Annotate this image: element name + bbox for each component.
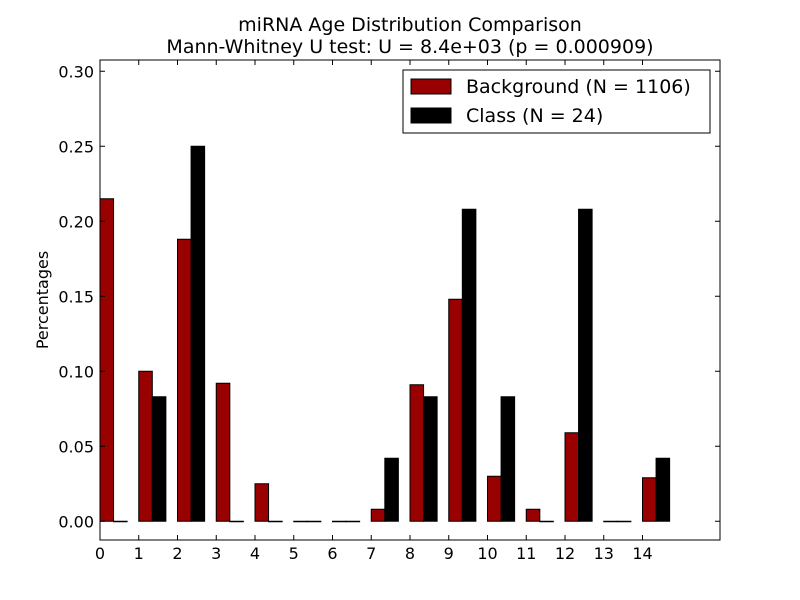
legend-label: Background (N = 1106): [466, 76, 691, 98]
bar-background-10: [487, 475, 502, 522]
bar-background-11: [525, 508, 541, 522]
bar-class-10: [500, 396, 516, 522]
x-tick-label: 6: [327, 544, 337, 563]
bar-class-12: [578, 208, 593, 522]
y-tick-label: 0.20: [58, 212, 94, 231]
bar-background-8: [409, 384, 425, 522]
bar-background-7: [370, 508, 386, 522]
plot-frame: [99, 59, 721, 541]
y-tick-label: 0.05: [58, 437, 94, 456]
bar-class-6: [345, 520, 361, 523]
bar-class-9: [461, 208, 477, 522]
y-tick-label: 0.25: [58, 137, 94, 156]
bar-background-9: [448, 298, 463, 522]
bar-background-5: [293, 520, 308, 523]
bar-class-4: [268, 520, 283, 523]
bar-background-3: [215, 382, 231, 522]
y-tick-label: 0.15: [58, 287, 94, 306]
chart-title: miRNA Age Distribution Comparison: [238, 14, 582, 36]
bar-class-5: [306, 520, 322, 523]
bar-background-2: [177, 238, 192, 522]
bar-background-14: [642, 477, 657, 522]
bar-background-4: [254, 483, 270, 522]
x-tick-label: 0: [95, 544, 105, 563]
x-tick-label: 10: [477, 544, 497, 563]
x-tick-label: 14: [632, 544, 652, 563]
legend-label: Class (N = 24): [466, 105, 603, 127]
y-axis-label: Percentages: [33, 251, 52, 349]
x-tick-label: 7: [366, 544, 376, 563]
x-tick-label: 2: [172, 544, 182, 563]
x-tick-label: 12: [555, 544, 575, 563]
bar-class-7: [384, 457, 399, 522]
bar-class-14: [655, 457, 671, 522]
bar-background-0: [99, 198, 115, 522]
legend-frame: [402, 69, 711, 134]
x-tick-label: 4: [250, 544, 260, 563]
bar-background-12: [564, 432, 580, 522]
x-tick-label: 3: [211, 544, 221, 563]
bar-class-13: [616, 520, 632, 523]
bar-class-11: [539, 520, 554, 523]
legend-swatch: [410, 107, 452, 124]
axes-group: 0.000.050.100.150.200.250.300 1 2 3 4 5 6 7 8 9 10…: [58, 60, 720, 563]
y-tick-label: 0.30: [58, 62, 94, 81]
y-tick-label: 0.10: [58, 362, 94, 381]
bar-class-1: [151, 396, 167, 522]
bar-class-8: [423, 396, 438, 522]
bar-class-0: [113, 520, 128, 523]
x-tick-label: 11: [516, 544, 536, 563]
x-tick-label: 9: [444, 544, 454, 563]
x-tick-label: 1: [134, 544, 144, 563]
x-tick-label: 13: [594, 544, 614, 563]
bars-group: [99, 145, 671, 523]
bar-background-6: [332, 520, 347, 523]
bar-background-13: [603, 520, 618, 523]
chart-subtitle: Mann-Whitney U test: U = 8.4e+03 (p = 0.…: [166, 36, 653, 58]
bar-background-1: [138, 370, 153, 522]
x-tick-label: 5: [289, 544, 299, 563]
y-tick-label: 0.00: [58, 512, 94, 531]
bar-class-2: [190, 145, 206, 522]
legend-swatch: [410, 78, 452, 95]
legend: Background (N = 1106) Class (N = 24): [402, 69, 711, 134]
x-tick-label: 8: [405, 544, 415, 563]
bar-class-3: [229, 520, 244, 523]
